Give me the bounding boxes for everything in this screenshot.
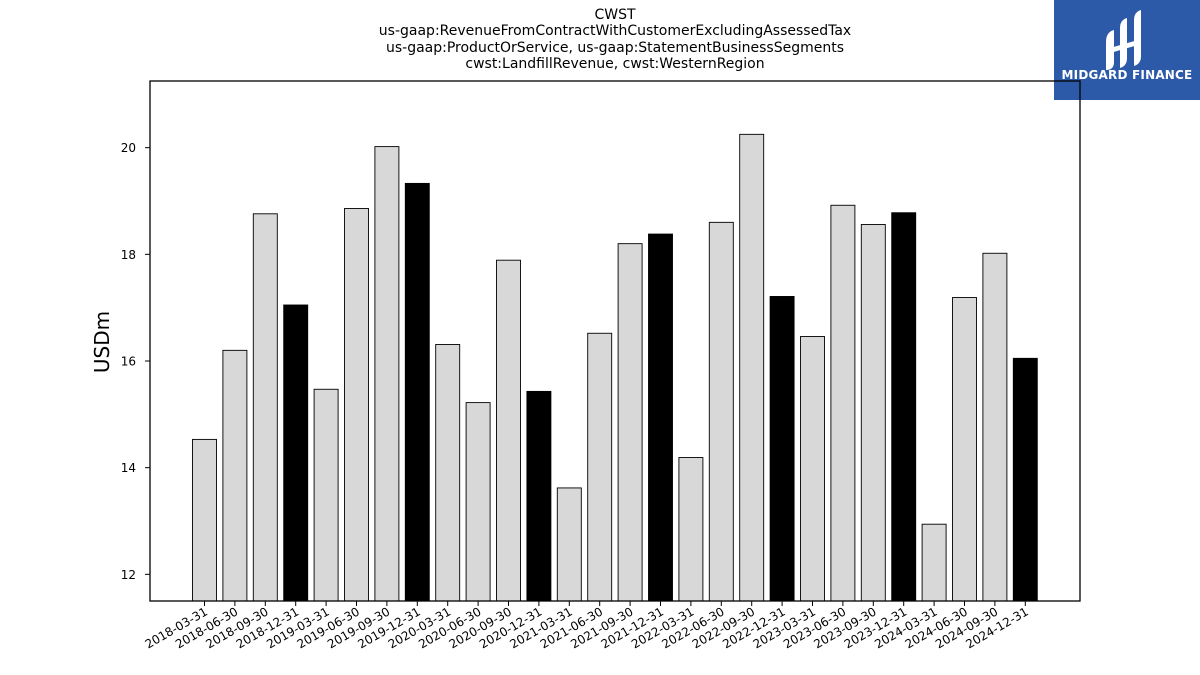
bar-2023-12-31 [891, 212, 917, 602]
bar-2019-06-30 [344, 208, 369, 602]
bar-2020-09-30 [496, 259, 521, 602]
bar-2019-09-30 [374, 146, 400, 602]
bar-2022-09-30 [739, 133, 765, 602]
x-axis: 2018-03-312018-06-302018-09-302018-12-31… [143, 601, 1031, 651]
bar-2022-06-30 [708, 221, 734, 602]
bar-2024-06-30 [952, 297, 977, 602]
bars-layer [192, 133, 1038, 602]
bar-2020-12-31 [526, 390, 552, 602]
bar-2018-09-30 [252, 213, 278, 602]
y-tick-label: 18 [121, 248, 136, 262]
chart-title-block: CWST us-gaap:RevenueFromContractWithCust… [150, 7, 1080, 72]
bar-2023-09-30 [860, 224, 886, 602]
bar-2023-03-31 [800, 336, 825, 602]
midgard-finance-logo: MIDGARD FINANCE [1054, 0, 1200, 100]
bar-2023-06-30 [830, 204, 856, 602]
bar-2022-03-31 [678, 457, 704, 602]
bar-2021-09-30 [617, 243, 643, 602]
chart-subtitle-line-1: us-gaap:RevenueFromContractWithCustomerE… [378, 23, 852, 40]
y-tick-label: 16 [121, 355, 136, 369]
bar-2024-12-31 [1012, 357, 1038, 602]
bar-2021-03-31 [556, 487, 582, 602]
bar-2018-06-30 [222, 349, 248, 602]
logo-text: MIDGARD FINANCE [1061, 68, 1193, 82]
bar-2020-03-31 [435, 344, 461, 602]
chart-title: CWST [594, 7, 636, 23]
y-tick-label: 20 [121, 141, 136, 155]
bar-2021-12-31 [648, 233, 673, 602]
bar-2022-12-31 [769, 296, 795, 602]
y-tick-label: 14 [121, 461, 136, 475]
plot-frame [149, 80, 1081, 602]
bar-2018-03-31 [192, 438, 217, 602]
y-tick-label: 12 [121, 568, 136, 582]
bar-2020-06-30 [465, 402, 491, 602]
chart-subtitle-line-2: us-gaap:ProductOrService, us-gaap:Statem… [385, 39, 844, 56]
chart-subtitle-line-3: cwst:LandfillRevenue, cwst:WesternRegion [465, 55, 765, 72]
bar-2018-12-31 [283, 304, 309, 602]
y-axis-label: USDm [90, 311, 114, 373]
logo-mark-icon [1106, 10, 1141, 70]
bar-2019-03-31 [313, 388, 339, 602]
bar-2024-09-30 [982, 252, 1008, 602]
bar-2021-06-30 [587, 332, 613, 602]
bar-2019-12-31 [404, 182, 430, 602]
bar-2024-03-31 [921, 523, 947, 602]
y-axis: 12 14 16 18 20 [121, 141, 150, 582]
